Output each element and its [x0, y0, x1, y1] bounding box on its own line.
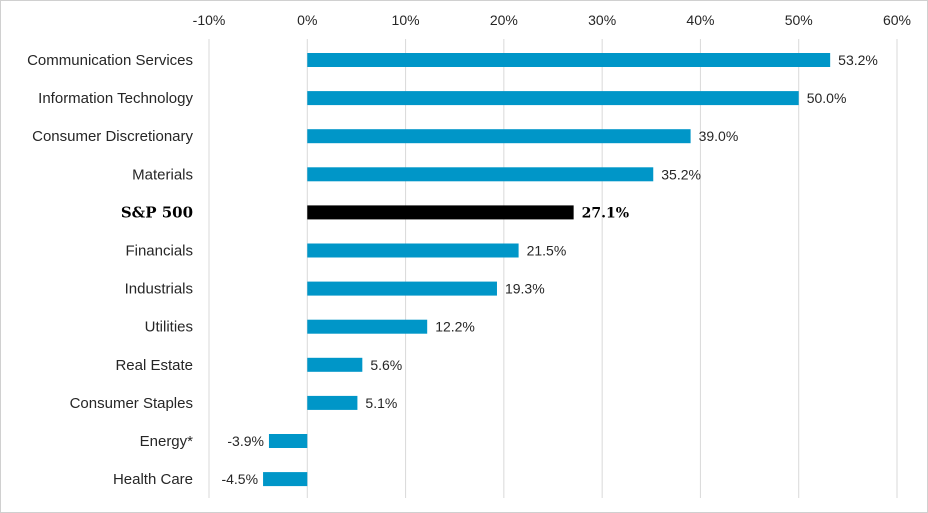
bar — [307, 129, 691, 144]
category-label: Real Estate — [115, 357, 193, 374]
category-labels: Communication Services Information Techno… — [27, 52, 193, 488]
x-tick-label: 60% — [883, 12, 911, 28]
data-label: 27.1% — [582, 205, 629, 221]
category-label: Consumer Staples — [70, 395, 193, 412]
x-tick-label: 30% — [588, 12, 616, 28]
category-label: Materials — [132, 166, 193, 183]
category-label: Utilities — [145, 319, 193, 336]
x-tick-label: 0% — [297, 12, 317, 28]
data-label: 35.2% — [661, 166, 701, 182]
category-label: Financials — [125, 243, 193, 260]
bar — [307, 91, 799, 106]
category-label: Consumer Discretionary — [32, 128, 193, 145]
bar — [307, 53, 831, 67]
category-label: Energy* — [140, 433, 194, 450]
bar — [263, 472, 308, 487]
data-label: -4.5% — [221, 471, 258, 487]
x-tick-label: 40% — [686, 12, 714, 28]
data-label: 19.3% — [505, 281, 545, 297]
data-label: 50.0% — [807, 90, 847, 106]
x-tick-label: 10% — [392, 12, 420, 28]
category-label: Industrials — [125, 281, 193, 298]
bar — [268, 434, 308, 448]
bar — [307, 281, 497, 296]
x-tick-label: -10% — [193, 12, 226, 28]
data-label: 5.6% — [370, 357, 402, 373]
data-label: 53.2% — [838, 52, 878, 68]
bar — [307, 167, 654, 182]
x-tick-label: 20% — [490, 12, 518, 28]
bar-highlight — [307, 205, 574, 220]
data-label: 12.2% — [435, 319, 475, 335]
data-label: 21.5% — [527, 243, 567, 259]
data-labels: 53.2% 50.0% 39.0% 35.2% 27.1% 21.5% 19.3% 12.2%… — [221, 52, 877, 487]
bar — [307, 243, 519, 258]
data-label: -3.9% — [227, 433, 264, 449]
data-label: 5.1% — [365, 395, 397, 411]
bar — [307, 357, 363, 372]
category-label: Health Care — [113, 471, 193, 488]
bar — [307, 319, 428, 334]
category-label: Information Technology — [38, 90, 193, 107]
gridlines — [208, 39, 898, 498]
x-tick-label: 50% — [785, 12, 813, 28]
category-label: Communication Services — [27, 52, 193, 69]
category-label: S&P 500 — [121, 203, 193, 221]
bar — [307, 395, 358, 410]
x-axis-tick-labels: -10% 0% 10% 20% 30% 40% 50% 60% — [193, 12, 911, 28]
data-label: 39.0% — [699, 128, 739, 144]
bars — [263, 53, 831, 487]
